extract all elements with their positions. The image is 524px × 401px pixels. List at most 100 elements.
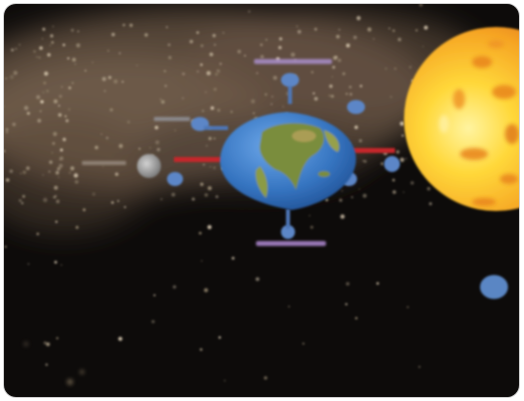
star	[67, 57, 70, 60]
star	[196, 31, 199, 34]
star	[401, 134, 404, 137]
star	[309, 215, 311, 217]
star	[26, 111, 30, 115]
star	[189, 39, 194, 44]
star	[181, 97, 184, 100]
star	[279, 37, 283, 41]
star	[215, 195, 219, 199]
star	[156, 147, 161, 152]
star	[376, 282, 380, 285]
star	[22, 195, 26, 198]
star	[127, 120, 130, 124]
star	[201, 109, 205, 112]
star	[111, 201, 114, 204]
star	[75, 225, 79, 229]
star	[154, 125, 159, 130]
star	[332, 65, 336, 69]
star	[55, 170, 60, 175]
star	[224, 380, 226, 382]
star	[138, 147, 141, 150]
star	[42, 91, 45, 94]
star	[51, 41, 54, 44]
star	[362, 193, 367, 198]
star	[346, 43, 350, 48]
star	[64, 115, 67, 118]
star	[100, 133, 103, 135]
star	[36, 95, 41, 100]
star	[42, 27, 46, 31]
star	[46, 342, 50, 347]
star	[63, 139, 65, 141]
star	[213, 166, 216, 170]
star	[340, 214, 345, 219]
star	[331, 75, 334, 78]
star	[196, 70, 199, 73]
star	[288, 305, 290, 308]
star	[58, 176, 60, 178]
star	[5, 178, 10, 182]
star	[102, 76, 107, 82]
star	[390, 95, 393, 98]
star	[53, 195, 56, 199]
star	[200, 182, 204, 186]
star	[263, 376, 268, 380]
star	[163, 70, 166, 73]
star	[62, 43, 66, 47]
star	[76, 43, 81, 48]
star	[109, 108, 113, 112]
star	[74, 63, 77, 65]
star	[51, 152, 53, 154]
star	[198, 231, 202, 235]
star	[345, 92, 348, 95]
star	[237, 49, 241, 54]
star	[353, 35, 357, 40]
star	[427, 187, 431, 191]
star	[12, 122, 16, 127]
dust	[24, 342, 84, 385]
star	[260, 54, 264, 59]
star	[212, 33, 216, 38]
star	[325, 198, 329, 202]
star	[216, 69, 221, 74]
star	[121, 80, 124, 83]
star	[282, 105, 284, 108]
star	[209, 52, 214, 57]
satellite-icon	[167, 73, 508, 299]
star	[41, 37, 44, 40]
star	[231, 256, 235, 260]
star	[4, 245, 7, 248]
star	[354, 125, 359, 130]
star	[161, 100, 165, 104]
star	[43, 197, 48, 203]
star	[124, 206, 126, 209]
star	[52, 25, 54, 28]
star	[129, 23, 133, 27]
label-moon-bar	[82, 161, 126, 165]
star	[24, 105, 29, 111]
star	[153, 294, 156, 297]
star	[213, 87, 217, 91]
star	[49, 160, 53, 164]
space-illustration	[4, 4, 519, 385]
star	[58, 163, 63, 168]
star	[65, 119, 69, 123]
star	[191, 197, 195, 201]
star	[72, 57, 76, 62]
star	[68, 171, 72, 174]
star	[45, 363, 48, 366]
star	[349, 92, 353, 96]
star	[91, 61, 94, 64]
star	[38, 56, 41, 59]
star	[329, 84, 333, 88]
star	[415, 29, 418, 32]
star	[113, 79, 118, 84]
star	[358, 139, 363, 143]
star	[102, 165, 104, 168]
earth-icon	[220, 112, 356, 210]
star	[410, 181, 414, 185]
star	[207, 225, 212, 230]
star	[42, 174, 44, 176]
star	[399, 157, 405, 162]
star	[56, 199, 60, 204]
star	[21, 202, 24, 205]
